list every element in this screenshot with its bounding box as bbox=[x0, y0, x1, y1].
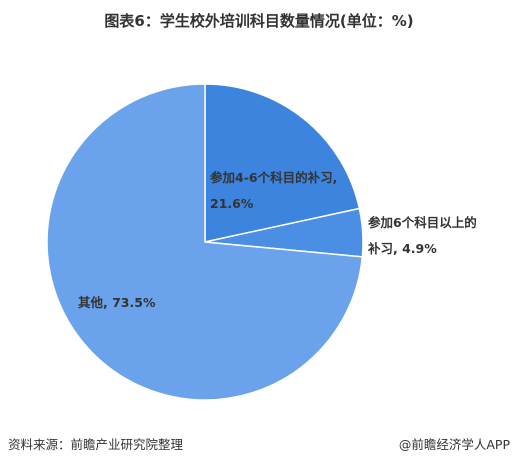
data-label: 其他, 73.5% bbox=[78, 295, 156, 310]
pie-slice bbox=[46, 83, 364, 401]
credit: @前瞻经济学人APP bbox=[398, 437, 510, 452]
data-label: 参加6个科目以上的补习, 4.9% bbox=[368, 215, 477, 256]
source: 资料来源：前瞻产业研究院整理 bbox=[8, 437, 184, 452]
chart-title: 图表6：学生校外培训科目数量情况(单位：%) bbox=[104, 12, 414, 30]
data-label: 参加4-6个科目的补习, 21.6% bbox=[210, 170, 338, 211]
pie-slice bbox=[204, 83, 361, 243]
